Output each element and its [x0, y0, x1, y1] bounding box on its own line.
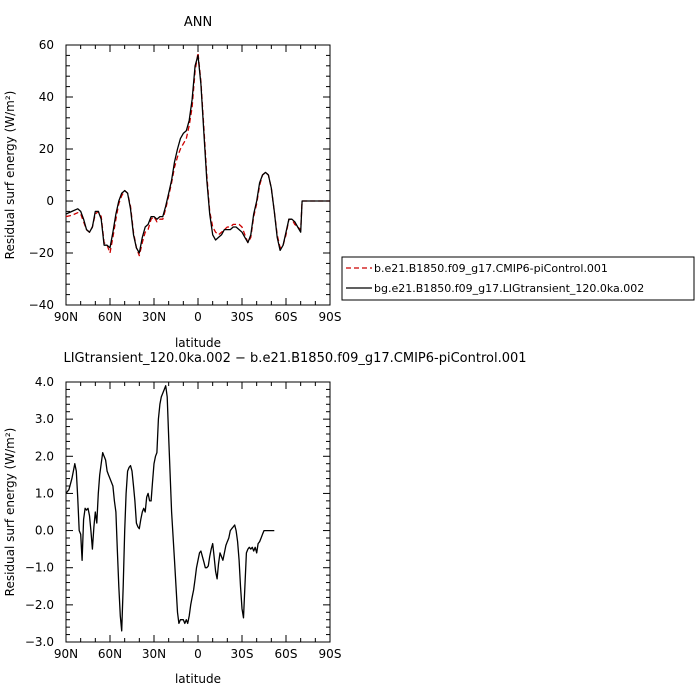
- y-tick-label: −40: [29, 298, 54, 312]
- y-tick-label: 1.0: [35, 486, 54, 500]
- y-tick-label: −2.0: [25, 598, 54, 612]
- series-line-1: [65, 52, 330, 257]
- legend-entry-label: bg.e21.B1850.f09_g17.LIGtransient_120.0k…: [374, 282, 644, 295]
- y-tick-label: 2.0: [35, 449, 54, 463]
- y-tick-label: 3.0: [35, 412, 54, 426]
- legend: b.e21.B1850.f09_g17.CMIP6-piControl.001b…: [341, 256, 695, 301]
- x-axis-title: latitude: [175, 672, 221, 686]
- series-line-2: [65, 54, 330, 254]
- x-tick-label: 60S: [275, 310, 298, 324]
- x-tick-label: 90N: [54, 310, 78, 324]
- panel-title: LIGtransient_120.0ka.002 − b.e21.B1850.f…: [63, 351, 526, 366]
- y-tick-label: 4.0: [35, 375, 54, 389]
- x-tick-label: 90S: [319, 310, 342, 324]
- y-tick-label: 60: [39, 38, 54, 52]
- bottom-panel: 90N 60N 30N 0 30S 60S 90S −3.0 −2.0 −1.0 0.0 1.0 2.0…: [3, 351, 527, 686]
- panel-title: ANN: [184, 15, 212, 30]
- top-panel: 90N 60N 30N 0 30S 60S 90S −40 −20 0 20 40 60 ANN latit…: [3, 15, 341, 350]
- x-tick-label: 30N: [142, 310, 166, 324]
- x-tick-label: 30N: [142, 647, 166, 661]
- y-tick-label: −3.0: [25, 635, 54, 649]
- x-tick-label: 30S: [231, 647, 254, 661]
- y-tick-label: −20: [29, 246, 54, 260]
- x-tick-label: 60N: [98, 647, 122, 661]
- y-axis-title: Residual surf energy (W/m²): [3, 428, 17, 597]
- y-tick-label: 40: [39, 90, 54, 104]
- x-tick-label: 60N: [98, 310, 122, 324]
- x-tick-label: 0: [194, 647, 202, 661]
- x-tick-label: 90N: [54, 647, 78, 661]
- y-axis-title: Residual surf energy (W/m²): [3, 91, 17, 260]
- y-tick-label: −1.0: [25, 561, 54, 575]
- x-tick-label: 30S: [231, 310, 254, 324]
- x-tick-label: 60S: [275, 647, 298, 661]
- y-tick-label: 20: [39, 142, 54, 156]
- legend-box: [341, 256, 695, 301]
- plot-frame: [65, 44, 331, 306]
- legend-entry-label: b.e21.B1850.f09_g17.CMIP6-piControl.001: [374, 262, 608, 275]
- y-tick-label: 0.0: [35, 524, 54, 538]
- plot-frame: [65, 381, 331, 643]
- x-axis-title: latitude: [175, 336, 221, 350]
- x-tick-label: 90S: [319, 647, 342, 661]
- series-line-1: [65, 385, 275, 632]
- y-tick-label: 0: [46, 194, 54, 208]
- x-tick-label: 0: [194, 310, 202, 324]
